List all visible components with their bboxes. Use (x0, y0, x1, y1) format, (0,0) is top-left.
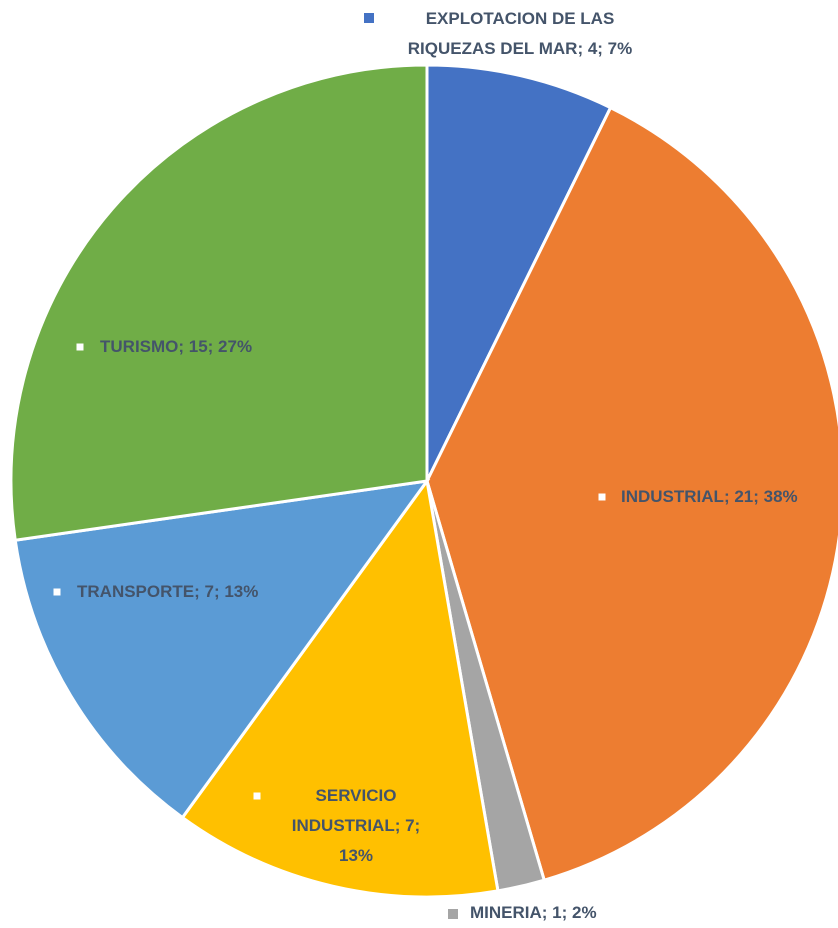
data-label: MINERIA; 1; 2% (470, 903, 597, 922)
pie-slice (425, 63, 613, 482)
label-line: RIQUEZAS DEL MAR; 4; 7% (408, 39, 633, 58)
label-line: EXPLOTACION DE LAS (426, 9, 615, 28)
pie-slice (13, 479, 431, 820)
label-marker (50, 585, 64, 599)
label-marker (364, 13, 374, 23)
label-marker (250, 789, 264, 803)
data-label: SERVICIO INDUSTRIAL; 7; 13% (292, 786, 420, 865)
label-line: INDUSTRIAL; 7; (292, 816, 420, 835)
pie-slice (425, 105, 838, 883)
data-label: TURISMO; 15; 27% (100, 337, 252, 356)
label-line: INDUSTRIAL; 21; 38% (621, 487, 798, 506)
pie-slice (9, 63, 429, 542)
label-marker (448, 909, 458, 919)
data-label: INDUSTRIAL; 21; 38% (621, 487, 798, 506)
label-marker (73, 340, 87, 354)
label-line: TRANSPORTE; 7; 13% (77, 582, 258, 601)
label-line: MINERIA; 1; 2% (470, 903, 597, 922)
label-line: 13% (339, 846, 373, 865)
label-line: SERVICIO (316, 786, 397, 805)
data-label: EXPLOTACION DE LAS RIQUEZAS DEL MAR; 4; 7… (408, 9, 633, 58)
label-marker (595, 490, 609, 504)
label-line: TURISMO; 15; 27% (100, 337, 252, 356)
data-label: TRANSPORTE; 7; 13% (77, 582, 258, 601)
